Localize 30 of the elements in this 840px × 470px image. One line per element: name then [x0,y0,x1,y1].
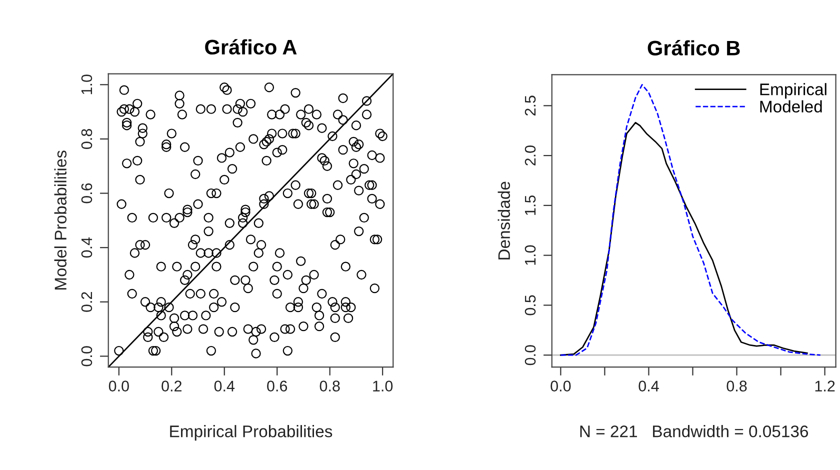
y-tick-label: 0.8 [81,129,92,149]
x-tick-label: 0.4 [638,380,659,392]
legend-label: Modeled [760,100,822,113]
x-axis-title: Empirical Probabilities [170,425,332,441]
x-tick-label: 1.0 [373,380,393,392]
x-tick-label: 0.8 [320,380,340,392]
y-axis-title: Model Probabilities [54,150,67,290]
chart-title: Gráfico B [648,40,740,56]
y-tick-label: 0.4 [81,237,92,258]
y-tick-label: 0.5 [524,295,536,316]
y-tick-label: 2.5 [524,96,536,116]
y-tick-label: 2.0 [524,146,536,166]
x-tick-label: 0.4 [214,380,235,392]
x-tick-label: 0.8 [726,380,747,392]
y-tick-label: 1.0 [524,245,536,265]
y-tick-label: 1.5 [525,195,536,215]
y-tick-label: 1.0 [81,74,92,94]
legend-label: Empirical [760,83,826,99]
y-axis-title: Densidade [498,182,510,260]
chart-title: Gráfico A [205,39,297,55]
y-tick-label: 0.0 [524,345,536,366]
x-tick-label: 0.0 [108,380,129,392]
y-tick-label: 0.2 [81,292,92,312]
x-tick-label: 0.6 [267,380,288,392]
y-tick-label: 0.0 [81,346,92,366]
y-tick-label: 0.6 [81,183,92,204]
x-tick-label: 1.2 [815,380,835,392]
x-tick-label: 0.0 [550,380,571,392]
x-axis-title: N = 221 Bandwidth = 0.05136 [580,425,808,438]
x-tick-label: 0.2 [162,380,182,392]
